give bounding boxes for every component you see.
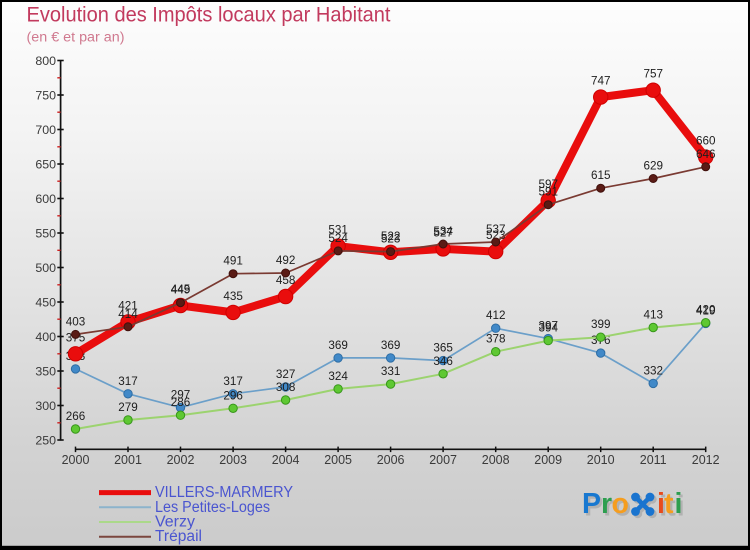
svg-text:527: 527 [433,226,453,239]
svg-text:421: 421 [118,300,138,313]
svg-text:324: 324 [328,370,348,383]
svg-text:350: 350 [35,364,56,378]
svg-text:Verzy: Verzy [155,514,195,531]
svg-text:365: 365 [433,342,453,355]
svg-text:VILLERS-MARMERY: VILLERS-MARMERY [155,484,293,501]
svg-text:600: 600 [35,192,56,206]
svg-text:2008: 2008 [482,453,510,467]
svg-text:346: 346 [433,355,453,368]
svg-text:550: 550 [35,226,56,240]
svg-text:750: 750 [35,88,56,102]
svg-text:2006: 2006 [377,453,405,467]
svg-text:531: 531 [328,224,348,237]
svg-text:650: 650 [35,157,56,171]
svg-text:Evolution des Impôts locaux pa: Evolution des Impôts locaux par Habitant [27,3,391,27]
svg-text:399: 399 [591,318,611,331]
svg-text:369: 369 [328,339,348,352]
svg-text:378: 378 [486,333,506,346]
svg-text:r: r [603,490,614,522]
svg-text:331: 331 [381,365,401,378]
svg-text:Les Petites-Loges: Les Petites-Loges [155,499,270,516]
svg-text:413: 413 [643,309,663,322]
svg-text:500: 500 [35,261,56,275]
svg-text:297: 297 [171,389,191,402]
svg-text:2009: 2009 [534,453,562,467]
svg-text:t: t [664,488,674,520]
svg-text:i: i [657,488,665,520]
svg-text:534: 534 [433,225,453,238]
svg-text:492: 492 [276,254,296,267]
svg-text:2003: 2003 [219,453,247,467]
svg-text:300: 300 [35,399,56,413]
svg-text:397: 397 [538,320,558,333]
svg-text:2010: 2010 [587,453,615,467]
svg-text:250: 250 [35,433,56,447]
svg-text:286: 286 [171,396,191,409]
svg-text:757: 757 [643,68,663,81]
svg-text:524: 524 [328,232,348,245]
svg-text:435: 435 [223,290,243,303]
svg-text:660: 660 [696,135,716,148]
svg-text:419: 419 [696,304,716,317]
svg-text:615: 615 [591,169,611,182]
svg-text:Trépail: Trépail [155,528,202,545]
svg-text:332: 332 [643,364,663,377]
svg-text:o: o [612,488,629,520]
svg-text:414: 414 [118,308,138,321]
svg-text:327: 327 [276,368,296,381]
svg-text:597: 597 [538,178,558,191]
svg-text:629: 629 [643,160,663,173]
svg-text:2012: 2012 [692,453,720,467]
svg-text:412: 412 [486,309,506,322]
svg-text:2005: 2005 [324,453,352,467]
svg-text:i: i [677,490,685,522]
svg-text:P: P [584,490,603,522]
svg-text:591: 591 [538,186,558,199]
svg-text:403: 403 [66,315,86,328]
svg-text:420: 420 [696,304,716,317]
svg-text:2002: 2002 [167,453,195,467]
svg-text:P: P [582,488,601,520]
svg-text:458: 458 [276,274,296,287]
svg-text:369: 369 [381,339,401,352]
svg-text:2011: 2011 [640,453,667,467]
svg-text:r: r [601,488,612,520]
svg-text:800: 800 [35,54,56,68]
svg-text:394: 394 [538,322,558,335]
svg-text:279: 279 [118,401,138,414]
svg-text:(en € et par an): (en € et par an) [27,30,125,45]
svg-text:747: 747 [591,75,611,88]
svg-text:449: 449 [171,284,191,297]
svg-text:2007: 2007 [429,453,457,467]
svg-text:700: 700 [35,123,56,137]
svg-text:523: 523 [381,233,401,246]
svg-text:491: 491 [223,255,243,268]
svg-text:317: 317 [223,375,243,388]
svg-text:317: 317 [118,375,138,388]
svg-text:2000: 2000 [62,453,90,467]
svg-text:445: 445 [171,283,191,296]
svg-text:266: 266 [66,410,86,423]
svg-text:2004: 2004 [272,453,300,467]
svg-text:296: 296 [223,389,243,402]
svg-text:450: 450 [35,295,56,309]
svg-text:308: 308 [276,381,296,394]
svg-text:400: 400 [35,330,56,344]
svg-text:646: 646 [696,148,716,161]
svg-text:537: 537 [486,223,506,236]
svg-text:t: t [666,490,676,522]
svg-text:o: o [614,490,631,522]
svg-text:i: i [675,488,683,520]
svg-text:i: i [659,490,667,522]
svg-text:2001: 2001 [114,453,142,467]
svg-text:522: 522 [381,230,401,243]
